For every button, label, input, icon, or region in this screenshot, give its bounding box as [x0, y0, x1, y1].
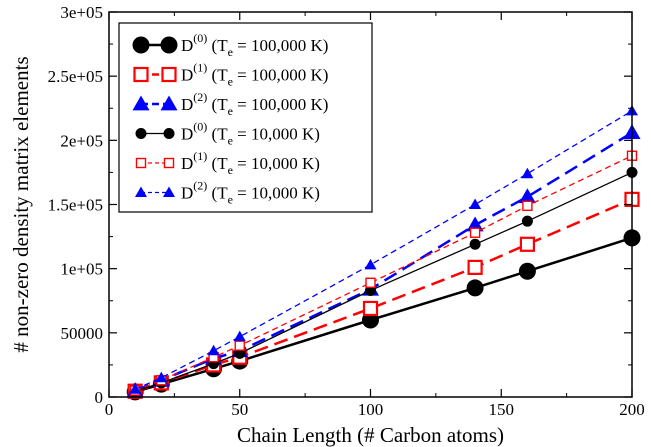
legend-marker — [133, 66, 149, 83]
legend-label: D(2) (Te = 100,000 K) — [181, 90, 328, 118]
legend-label-part: D — [181, 154, 193, 173]
legend-label-part: e — [228, 104, 233, 118]
y-tick-label: 1e+05 — [60, 260, 103, 279]
data-point — [522, 200, 533, 211]
x-tick-label: 150 — [489, 400, 515, 419]
legend-entry: D(0) (Te = 10,000 K) — [135, 120, 320, 148]
legend-label-part: = 10,000 K) — [233, 154, 320, 173]
legend-label-part: (1) — [193, 61, 207, 75]
legend-label-part: (0) — [193, 120, 207, 134]
series-line — [134, 155, 633, 392]
legend-label-part: e — [228, 75, 233, 89]
series-line — [134, 131, 633, 392]
legend-label-part: = 100,000 K) — [233, 36, 329, 55]
data-point — [521, 215, 533, 227]
legend-entry: D(1) (Te = 10,000 K) — [135, 149, 320, 177]
axes: 0 50 100 150 200 0 50000 1e+05 1.5e+05 2e+05 2.5e+… — [48, 3, 645, 419]
legend-entry: D(0) (Te = 100,000 K) — [132, 31, 328, 59]
legend-marker — [160, 36, 178, 54]
legend: D(0) (Te = 100,000 K)D(1) (Te = 100,000 … — [118, 22, 373, 213]
legend-label-part: = 10,000 K) — [233, 125, 320, 144]
x-tick-label: 0 — [105, 400, 114, 419]
legend-label-part: D — [181, 36, 193, 55]
legend-marker — [132, 36, 150, 54]
legend-label-part: D — [181, 125, 193, 144]
legend-entry: D(1) (Te = 100,000 K) — [133, 61, 328, 89]
legend-label: D(1) (Te = 100,000 K) — [181, 61, 328, 89]
legend-label: D(0) (Te = 100,000 K) — [181, 31, 328, 59]
legend-label-part: e — [228, 45, 233, 59]
legend-label-part: = 100,000 K) — [233, 66, 329, 85]
data-point — [467, 259, 483, 275]
data-point — [466, 279, 484, 297]
plot-area — [126, 104, 641, 401]
legend-label-part: (T — [207, 184, 228, 203]
legend-label-part: (1) — [193, 149, 207, 163]
series-0 — [126, 229, 641, 401]
legend-label-part: (2) — [193, 90, 207, 104]
legend-marker — [163, 128, 175, 139]
y-tick-label: 2e+05 — [60, 131, 103, 150]
data-point — [365, 277, 376, 288]
series-line — [134, 198, 633, 393]
y-tick-label: 0 — [95, 388, 104, 407]
legend-entry: D(2) (Te = 100,000 K) — [132, 90, 328, 118]
legend-label-part: (T — [207, 95, 228, 114]
data-point — [129, 383, 142, 394]
data-point — [362, 300, 379, 317]
legend-label-part: D — [181, 184, 193, 203]
x-tick-label: 50 — [231, 400, 248, 419]
legend-marker — [135, 186, 147, 197]
legend-marker — [160, 95, 178, 111]
legend-label: D(1) (Te = 10,000 K) — [181, 149, 320, 177]
x-tick-label: 200 — [619, 400, 645, 419]
legend-label-part: (T — [207, 154, 228, 173]
data-point — [521, 167, 534, 179]
data-point — [469, 198, 482, 209]
legend-box — [118, 22, 373, 213]
legend-label: D(0) (Te = 10,000 K) — [181, 120, 320, 148]
series-line — [134, 110, 633, 390]
legend-marker — [135, 157, 147, 169]
data-point — [233, 330, 246, 342]
x-axis-label: Chain Length (# Carbon atoms) — [237, 423, 504, 447]
y-tick-label: 50000 — [61, 324, 104, 343]
series-line — [134, 171, 633, 392]
legend-marker — [161, 66, 177, 83]
legend-label-part: = 10,000 K) — [233, 184, 320, 203]
legend-marker — [135, 128, 147, 139]
legend-marker — [163, 157, 175, 169]
series-line — [134, 236, 633, 394]
legend-label-part: (0) — [193, 31, 207, 45]
y-tick-label: 1.5e+05 — [48, 196, 103, 215]
x-tick-label: 100 — [358, 400, 384, 419]
legend-label-part: e — [228, 134, 233, 148]
legend-label-part: D — [181, 95, 193, 114]
data-point — [207, 344, 220, 356]
data-point — [234, 340, 245, 351]
legend-label-part: e — [228, 163, 233, 177]
legend-label-part: (T — [207, 125, 228, 144]
y-tick-label: 3e+05 — [60, 3, 103, 22]
data-point — [519, 236, 536, 252]
data-point — [518, 262, 536, 280]
data-point — [364, 258, 377, 270]
data-point — [469, 238, 481, 250]
legend-marker — [163, 186, 175, 197]
legend-entry: D(2) (Te = 10,000 K) — [135, 179, 320, 207]
data-point — [518, 188, 536, 204]
data-point — [155, 371, 168, 383]
legend-label: D(2) (Te = 10,000 K) — [181, 179, 320, 207]
data-point — [469, 227, 481, 238]
legend-label-part: (2) — [193, 179, 207, 193]
legend-marker — [132, 95, 150, 111]
legend-label-part: D — [181, 66, 193, 85]
legend-label-part: (T — [207, 66, 228, 85]
legend-label-part: (T — [207, 36, 228, 55]
y-axis-label: # non-zero density matrix elements — [9, 56, 33, 352]
legend-label-part: e — [228, 193, 233, 207]
y-tick-label: 2.5e+05 — [48, 67, 103, 86]
legend-label-part: = 100,000 K) — [233, 95, 329, 114]
